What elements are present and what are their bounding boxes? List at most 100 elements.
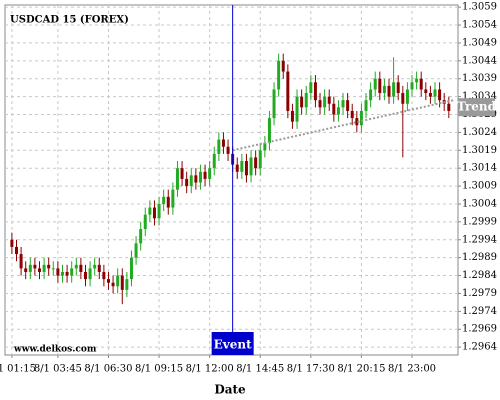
candle-body — [134, 243, 138, 258]
candle-body — [79, 264, 83, 272]
y-tick-label: 1.3024 — [462, 127, 497, 138]
candle-body — [19, 254, 23, 269]
candle-body — [111, 282, 115, 287]
candle-body — [88, 268, 92, 280]
x-axis-label: Date — [214, 383, 246, 397]
candle-body — [323, 96, 327, 108]
x-tick-label: 8/1 03:45 — [34, 364, 82, 375]
x-tick-label: 8/1 23:00 — [388, 364, 436, 375]
candle-body — [185, 178, 189, 187]
y-tick-label: 1.2964 — [462, 342, 497, 353]
candle-body — [83, 271, 87, 280]
candle-body — [157, 203, 161, 219]
y-tick-label: 1.2999 — [462, 216, 497, 227]
y-tick-label: 1.3049 — [462, 37, 497, 48]
candle-body — [392, 82, 396, 97]
candle-body — [42, 264, 46, 272]
candle-body — [300, 96, 304, 108]
candle-body — [47, 264, 51, 269]
candle-body — [198, 171, 202, 183]
candle-body — [212, 153, 216, 169]
candle-body — [382, 85, 386, 94]
candle-body — [10, 239, 14, 247]
candle-body — [447, 103, 451, 111]
candle-body — [373, 78, 377, 90]
candle-body — [65, 271, 69, 276]
candle-body — [313, 82, 317, 101]
candle-body — [415, 78, 419, 83]
candle-body — [189, 175, 193, 187]
candle-body — [175, 168, 179, 190]
candle-body — [364, 100, 368, 111]
candle-body — [97, 264, 101, 272]
y-tick-label: 1.2979 — [462, 288, 497, 299]
candle-body — [341, 100, 345, 108]
candle-body — [346, 100, 350, 111]
candle-body — [387, 85, 391, 97]
candle-body — [438, 89, 442, 101]
y-tick-label: 1.3054 — [462, 20, 497, 31]
candle-body — [405, 89, 409, 104]
y-tick-label: 1.3044 — [462, 55, 497, 66]
y-tick-label: 1.3014 — [462, 163, 497, 174]
candle-body — [166, 196, 170, 208]
x-tick-label: 8/1 09:15 — [135, 364, 183, 375]
event-label: Event — [214, 338, 252, 352]
trend-line — [232, 99, 454, 152]
candle-body — [410, 82, 414, 90]
y-tick-label: 1.3034 — [462, 91, 497, 102]
candle-body — [428, 93, 432, 97]
candle-body — [336, 107, 340, 115]
candle-body — [56, 268, 60, 276]
candle-body — [378, 78, 382, 94]
candle-body — [369, 89, 373, 101]
candle-body — [355, 118, 359, 126]
y-tick-label: 1.3004 — [462, 198, 497, 209]
candle-body — [152, 207, 156, 219]
candle-body — [51, 268, 55, 270]
candle-body — [272, 89, 276, 119]
candle-body — [267, 118, 271, 144]
candle-body — [304, 93, 308, 108]
y-tick-label: 1.3039 — [462, 73, 497, 84]
x-tick-label: 8/1 14:45 — [236, 364, 284, 375]
candle-body — [106, 279, 110, 283]
candle-body — [102, 271, 106, 280]
candle-body — [70, 268, 74, 276]
x-tick-label: 8/1 12:00 — [186, 364, 234, 375]
x-tick-label: 8/1 01:15 — [0, 364, 36, 375]
candle-body — [217, 139, 221, 154]
candle-body — [162, 196, 166, 204]
x-tick-label: 8/1 20:15 — [337, 364, 385, 375]
candle-body — [203, 171, 207, 179]
candle-body — [171, 189, 175, 208]
candle-body — [24, 268, 28, 272]
candle-body — [286, 71, 290, 111]
y-tick-label: 1.2969 — [462, 324, 497, 335]
x-tick-label: 8/1 17:30 — [287, 364, 335, 375]
candle-body — [309, 82, 313, 94]
candle-body — [221, 139, 225, 147]
candle-body — [401, 93, 405, 104]
event-label-box — [211, 332, 254, 355]
candle-body — [125, 279, 129, 290]
candle-body — [350, 110, 354, 119]
candle-body — [281, 60, 285, 72]
candle-body — [93, 264, 97, 269]
candle-body — [60, 271, 64, 276]
candle-body — [208, 168, 212, 179]
y-tick-label: 1.2974 — [462, 306, 497, 317]
candle-body — [240, 161, 244, 172]
candle-body — [249, 157, 253, 176]
candle-body — [148, 207, 152, 215]
candle-body — [116, 275, 120, 287]
candle-body — [327, 96, 331, 104]
candle-body — [419, 78, 423, 90]
y-tick-label: 1.3059 — [462, 2, 497, 13]
candle-body — [332, 103, 336, 115]
candle-body — [28, 264, 32, 272]
y-tick-label: 1.2989 — [462, 252, 497, 263]
x-tick-label: 8/1 06:30 — [84, 364, 132, 375]
candle-body — [139, 229, 143, 244]
